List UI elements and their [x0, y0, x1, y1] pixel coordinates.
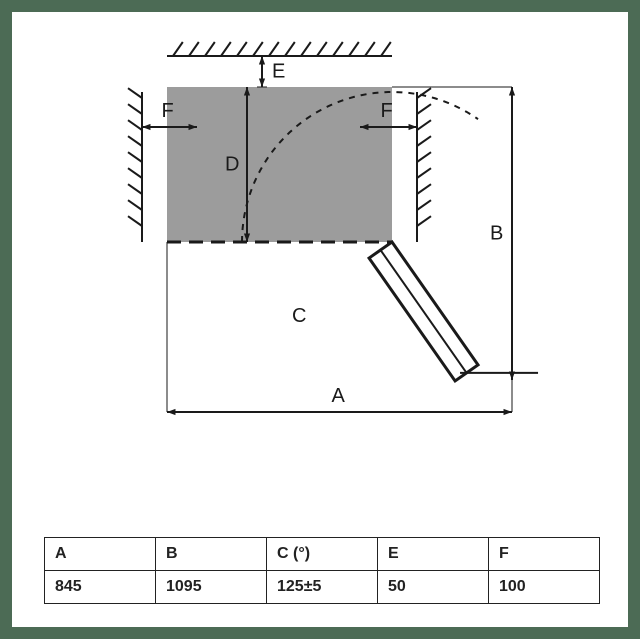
dimension-table: A B C (°) E F 845 1095 125±5 50 100	[44, 537, 600, 604]
table-header-row: A B C (°) E F	[45, 538, 600, 571]
col-E: E	[378, 538, 489, 571]
svg-text:A: A	[332, 385, 346, 407]
svg-text:D: D	[225, 154, 239, 176]
val-E: 50	[378, 571, 489, 604]
svg-text:E: E	[272, 61, 285, 83]
col-F: F	[489, 538, 600, 571]
engineering-drawing: C A B D E F F	[12, 12, 628, 512]
val-B: 1095	[156, 571, 267, 604]
col-B: B	[156, 538, 267, 571]
drawing-card: CABDEFF A B C (°) E F 845 1095 125±5 50 …	[12, 12, 628, 627]
svg-text:F: F	[381, 100, 393, 122]
col-C: C (°)	[267, 538, 378, 571]
svg-text:F: F	[162, 100, 174, 122]
table-row: 845 1095 125±5 50 100	[45, 571, 600, 604]
val-A: 845	[45, 571, 156, 604]
svg-text:B: B	[490, 223, 503, 245]
col-A: A	[45, 538, 156, 571]
svg-text:C: C	[292, 305, 306, 327]
val-F: 100	[489, 571, 600, 604]
val-C: 125±5	[267, 571, 378, 604]
